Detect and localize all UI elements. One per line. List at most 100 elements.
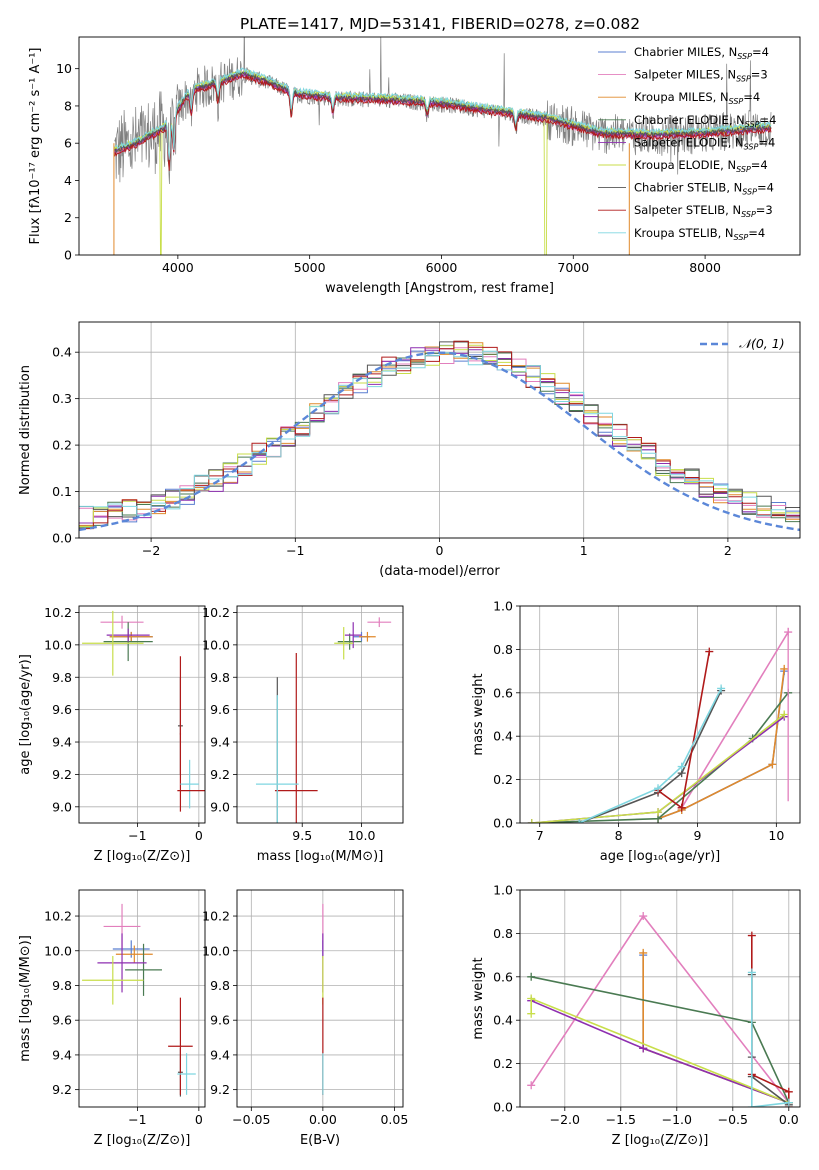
point-marker-salpeter-stelib (705, 647, 714, 656)
y-tick-label: 0.4 (52, 345, 72, 360)
y-tick-label: 6 (64, 136, 72, 151)
y-axis-label: mass weight (471, 957, 486, 1039)
y-tick-label: 0.0 (493, 1100, 513, 1115)
y-tick-label: 9.6 (52, 702, 72, 717)
x-axis-label: Z [log₁₀(Z/Z⊙)] (94, 849, 191, 864)
point-marker-kroupa-elodie (527, 1009, 536, 1018)
plot-area (79, 340, 800, 532)
series-line-chabrier-stelib (578, 690, 722, 823)
legend-text: Chabrier STELIB, N (634, 181, 742, 195)
plot-area (82, 903, 196, 1097)
point-marker-salpeter-elodie (639, 1044, 648, 1053)
point-marker-kroupa-miles (768, 760, 777, 769)
panel-weight-vs-Z: −2.0 −1.5 −1.0 −0.5 0.0 0.0 0.2 0.4 0.6 0.8 1.0 Z [… (471, 883, 801, 1148)
series-line-salpeter-elodie (531, 716, 785, 823)
x-tick-label: 0.00 (309, 1112, 337, 1127)
series-line-kroupa-stelib (751, 972, 789, 1107)
plot-area (113, 37, 772, 255)
point-marker-kroupa-miles (780, 664, 789, 673)
y-tick-label: 0.6 (493, 969, 513, 984)
axes-frame (519, 889, 801, 1108)
plot-area (82, 610, 205, 812)
legend-text: Salpeter STELIB, N (634, 203, 741, 217)
legend-text: Chabrier ELODIE, N (634, 113, 745, 127)
y-tick-label: 0.4 (493, 729, 513, 744)
y-axis-label: Normed distribution (18, 365, 33, 495)
y-tick-label: 0.2 (493, 772, 513, 787)
point-marker-kroupa-elodie (780, 710, 789, 719)
y-tick-label: 9.6 (52, 1013, 72, 1028)
y-tick-label: 9.2 (210, 1082, 230, 1097)
legend-suffix: =4 (758, 135, 775, 149)
y-tick-label: 9.6 (210, 702, 230, 717)
y-tick-label: 0.8 (493, 642, 513, 657)
y-tick-label: 9.2 (52, 1082, 72, 1097)
x-tick-label: 7 (536, 828, 544, 843)
x-tick-label: 0 (195, 1112, 203, 1127)
axes-frame (236, 889, 404, 1108)
y-tick-label: 4 (64, 173, 72, 188)
y-tick-label: 0.1 (52, 484, 72, 499)
y-axis-label: age [log₁₀(age/yr)] (18, 654, 33, 775)
y-tick-label: 10.2 (44, 605, 72, 620)
legend-label-salpeter-stelib: Salpeter STELIB, NSSP=3 (634, 203, 773, 219)
y-tick-label: 9.4 (52, 1047, 72, 1062)
point-marker-kroupa-elodie (527, 994, 536, 1003)
gridlines (237, 606, 403, 823)
legend-subscript: SSP (736, 75, 751, 84)
point-marker-kroupa-stelib (747, 968, 756, 977)
legend-suffix: =4 (751, 158, 768, 172)
gridlines (237, 890, 403, 1107)
point-marker-salpeter-stelib (677, 803, 686, 812)
y-tick-label: 10 (56, 61, 72, 76)
gaussian-curve (79, 351, 800, 532)
legend-label-chabrier-stelib: Chabrier STELIB, NSSP=4 (634, 181, 774, 197)
point-marker-salpeter-stelib (747, 931, 756, 940)
point-marker-kroupa-miles (639, 948, 648, 957)
y-tick-label: 10.2 (202, 909, 230, 924)
plot-area (527, 912, 793, 1107)
legend-label-salpeter-elodie: Salpeter ELODIE, NSSP=4 (634, 135, 775, 151)
panel-age-vs-mass: 9.5 10.0 9.0 9.2 9.4 9.6 9.8 10.0 10.2 mass [log₁… (202, 605, 404, 864)
x-tick-label: 0 (195, 828, 203, 843)
legend-subscript: SSP (734, 233, 749, 242)
x-tick-label: −1.0 (662, 1112, 692, 1127)
y-axis-label: mass weight (471, 673, 486, 755)
legend-label-kroupa-elodie: Kroupa ELODIE, NSSP=4 (634, 158, 768, 174)
y-tick-label: 10.0 (44, 637, 72, 652)
point-marker-kroupa-elodie (654, 808, 663, 817)
axes-frame (236, 605, 404, 824)
legend-label-kroupa-stelib: Kroupa STELIB, NSSP=4 (634, 226, 765, 242)
y-tick-label: 0 (64, 248, 72, 263)
y-tick-label: 9.4 (52, 735, 72, 750)
y-tick-label: 9.8 (210, 978, 230, 993)
y-tick-label: 9.2 (210, 767, 230, 782)
y-tick-label: 10.0 (202, 637, 230, 652)
y-tick-label: 1.0 (493, 883, 513, 898)
legend-suffix: =3 (751, 68, 768, 82)
gridlines (520, 605, 800, 824)
point-marker-kroupa-stelib (784, 1098, 793, 1107)
axes-frame (78, 321, 801, 539)
legend-text: Kroupa STELIB, N (634, 226, 734, 240)
series-line-kroupa-elodie (531, 713, 785, 823)
legend-label-salpeter-miles: Salpeter MILES, NSSP=3 (634, 68, 768, 84)
x-tick-label: 4000 (162, 260, 194, 275)
series-line-kroupa-stelib (578, 688, 722, 823)
y-tick-label: 9.8 (52, 978, 72, 993)
y-tick-label: 8 (64, 98, 72, 113)
panel-weight-vs-age: 7 8 9 10 0.0 0.2 0.4 0.6 0.8 1.0 age [log₁₀(age/yr… (471, 599, 801, 864)
y-axis-label: mass [log₁₀(M/M⊙)] (18, 935, 33, 1062)
plot-area (527, 627, 793, 823)
y-tick-label: 0.3 (52, 391, 72, 406)
series-line-kroupa-miles (642, 952, 790, 1104)
point-marker-chabrier-elodie (527, 972, 536, 981)
y-tick-label: 0.0 (493, 816, 513, 831)
model-line-salpeter-stelib (114, 74, 772, 171)
series-line-chabrier-stelib (751, 974, 790, 1106)
x-tick-label: 5000 (294, 260, 326, 275)
legend-text: Kroupa ELODIE, N (634, 158, 736, 172)
y-tick-label: 0.4 (493, 1013, 513, 1028)
point-marker-salpeter-stelib (784, 1087, 793, 1096)
axes-frame (78, 889, 206, 1108)
